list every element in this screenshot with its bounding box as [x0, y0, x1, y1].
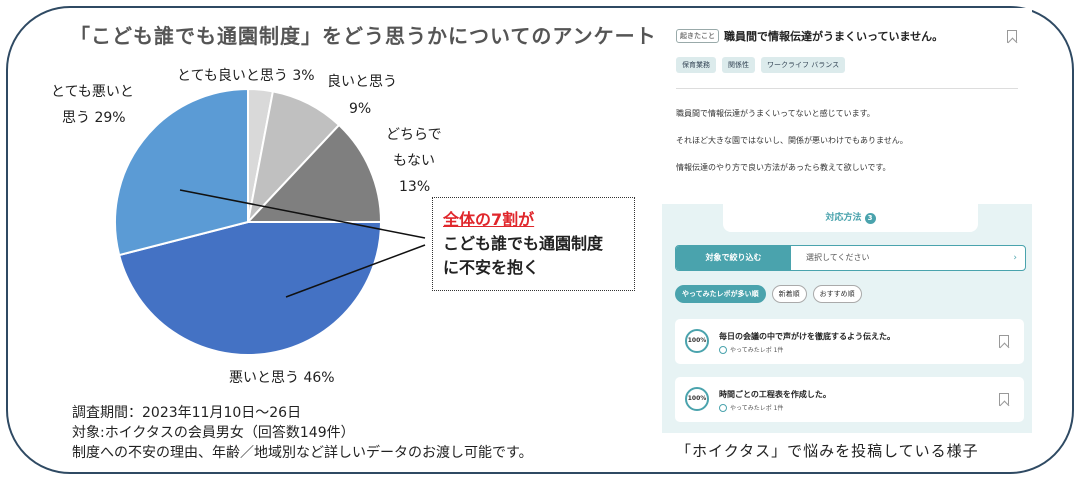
sort-options: やってみたレポが多い順 新着順 おすすめ順	[675, 285, 862, 303]
divider	[676, 88, 1018, 89]
callout-highlight: 全体の7割が	[443, 210, 535, 229]
count-badge: 3	[864, 213, 876, 224]
label-very-bad-2: 思う 29%	[62, 110, 126, 126]
bookmark-icon[interactable]	[999, 393, 1009, 406]
survey-note: 制度への不安の理由、年齢／地域別など詳しいデータのお渡し可能です。	[72, 445, 533, 461]
chip-childcare[interactable]: 保育業務	[676, 57, 716, 73]
label-bad: 悪いと思う 46%	[229, 370, 335, 386]
app-screenshot: 起きたこと 職員間で情報伝達がうまくいっていません。 保育業務 関係性 ワークラ…	[662, 8, 1032, 433]
question-tag: 起きたこと	[676, 29, 719, 43]
tab-solutions[interactable]: 対応方法 3	[723, 204, 978, 232]
filter-button[interactable]: 対象で絞り込む	[676, 246, 791, 270]
card-sub-text: やってみたレポ 1件	[730, 347, 784, 354]
page-title: 「こども誰でも通園制度」をどう思うかについてのアンケート	[70, 24, 657, 48]
pie-slice-3	[117, 221, 383, 356]
body-line-1: 職員間で情報伝達がうまくいってないと感じています。	[676, 109, 875, 118]
card-title: 毎日の会議の中で声がけを徹底するよう伝えた。	[719, 332, 895, 341]
survey-target: 対象:ホイクタスの会員男女（回答数149件）	[72, 425, 355, 441]
outer-frame	[6, 6, 1074, 474]
sort-most-reports[interactable]: やってみたレポが多い順	[675, 285, 766, 303]
chip-worklife[interactable]: ワークライフ バランス	[761, 57, 846, 73]
pie-slice-2	[245, 123, 383, 223]
chip-relations[interactable]: 関係性	[722, 57, 755, 73]
percent-badge: 100%	[685, 329, 709, 353]
question-header: 起きたこと 職員間で情報伝達がうまくいっていません。	[676, 28, 943, 44]
label-good-2: 9%	[349, 101, 372, 117]
bookmark-icon[interactable]	[999, 335, 1009, 348]
callout-pointer-line-0	[179, 189, 426, 239]
pie-slice-4	[114, 87, 249, 257]
solutions-panel: 対応方法 3 対象で絞り込む 選択してください › やってみたレポが多い順 新着順…	[662, 204, 1032, 433]
filter-select[interactable]: 選択してください	[806, 253, 870, 262]
label-very-bad-1: とても悪いと	[51, 84, 134, 100]
solution-card[interactable]: 100% 時間ごとの工程表を作成した。 やってみたレポ 1件	[675, 377, 1024, 422]
label-very-good: とても良いと思う 3%	[177, 68, 315, 84]
body-line-2: それほど大きな園ではないし、関係が悪いわけでもありません。	[676, 136, 908, 145]
panel-title: 対応方法	[825, 213, 862, 223]
app-caption: 「ホイクタス」で悩みを投稿している様子	[676, 442, 979, 460]
card-sub: やってみたレポ 1件	[719, 403, 783, 412]
callout-box: 全体の7割が こども誰でも通園制度 に不安を抱く	[432, 197, 635, 291]
label-neutral-3: 13%	[399, 179, 431, 195]
pie-chart: とても良いと思う 3% 良いと思う 9% どちらで もない 13% 悪いと思う …	[51, 68, 442, 386]
label-neutral-1: どちらで	[386, 127, 442, 143]
label-good-1: 良いと思う	[327, 74, 397, 90]
comment-icon	[719, 403, 727, 412]
card-sub: やってみたレポ 1件	[719, 345, 783, 354]
percent-badge: 100%	[685, 387, 709, 411]
survey-info: 調査期間：2023年11月10日〜26日 対象:ホイクタスの会員男女（回答数14…	[72, 403, 533, 463]
question-title: 職員間で情報伝達がうまくいっていません。	[724, 30, 944, 43]
survey-period: 調査期間：2023年11月10日〜26日	[72, 405, 302, 421]
bookmark-icon[interactable]	[1007, 30, 1017, 43]
sort-newest[interactable]: 新着順	[771, 285, 807, 303]
question-body: 職員間で情報伝達がうまくいってないと感じています。 それほど大きな園ではないし、…	[676, 100, 908, 181]
callout-line-2: こども誰でも通園制度	[443, 234, 604, 253]
filter-bar: 対象で絞り込む 選択してください ›	[675, 245, 1026, 271]
label-neutral-2: もない	[393, 153, 435, 169]
card-sub-text: やってみたレポ 1件	[730, 405, 784, 412]
solution-card[interactable]: 100% 毎日の会議の中で声がけを徹底するよう伝えた。 やってみたレポ 1件	[675, 319, 1024, 364]
comment-icon	[719, 345, 727, 354]
chevron-right-icon[interactable]: ›	[1013, 253, 1017, 263]
pie-chart-svg	[114, 87, 426, 356]
card-title: 時間ごとの工程表を作成した。	[719, 390, 831, 399]
callout-pointer-line-1	[285, 244, 426, 298]
sort-recommended[interactable]: おすすめ順	[812, 285, 862, 303]
callout-line-3: に不安を抱く	[443, 258, 540, 277]
body-line-3: 情報伝達のやり方で良い方法があったら教えて欲しいです。	[676, 163, 891, 172]
category-chips: 保育業務 関係性 ワークライフ バランス	[676, 57, 846, 73]
